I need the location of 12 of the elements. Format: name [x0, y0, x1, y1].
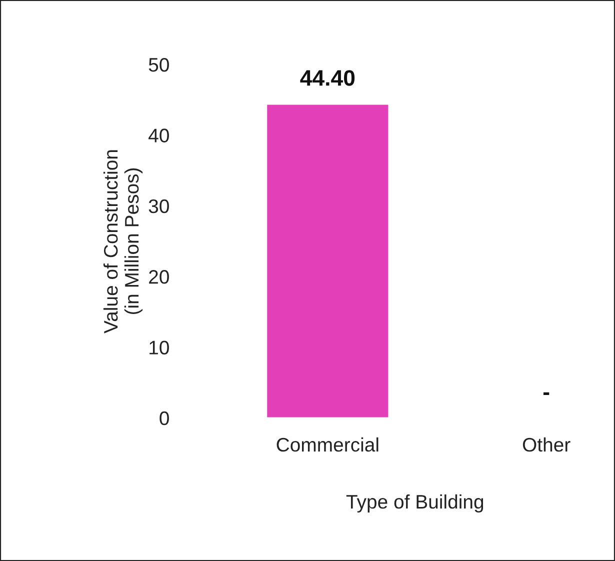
y-tick-label: 30	[148, 199, 169, 214]
data-label: 44.40	[300, 70, 355, 86]
x-tick-label: Commercial	[276, 437, 378, 452]
y-tick-label: 10	[150, 340, 169, 354]
y-tick-label: 20	[149, 270, 169, 284]
x-axis-title: Type of Building	[346, 494, 484, 513]
y-tick-label: 50	[148, 58, 169, 72]
x-tick-label: Other	[522, 437, 570, 452]
text: -	[543, 392, 550, 396]
y-tick-label: 0	[160, 411, 169, 426]
y-tick-label: 40	[148, 128, 169, 142]
y-axis-title: Value of Construction (in Million Pesos)	[103, 150, 143, 334]
